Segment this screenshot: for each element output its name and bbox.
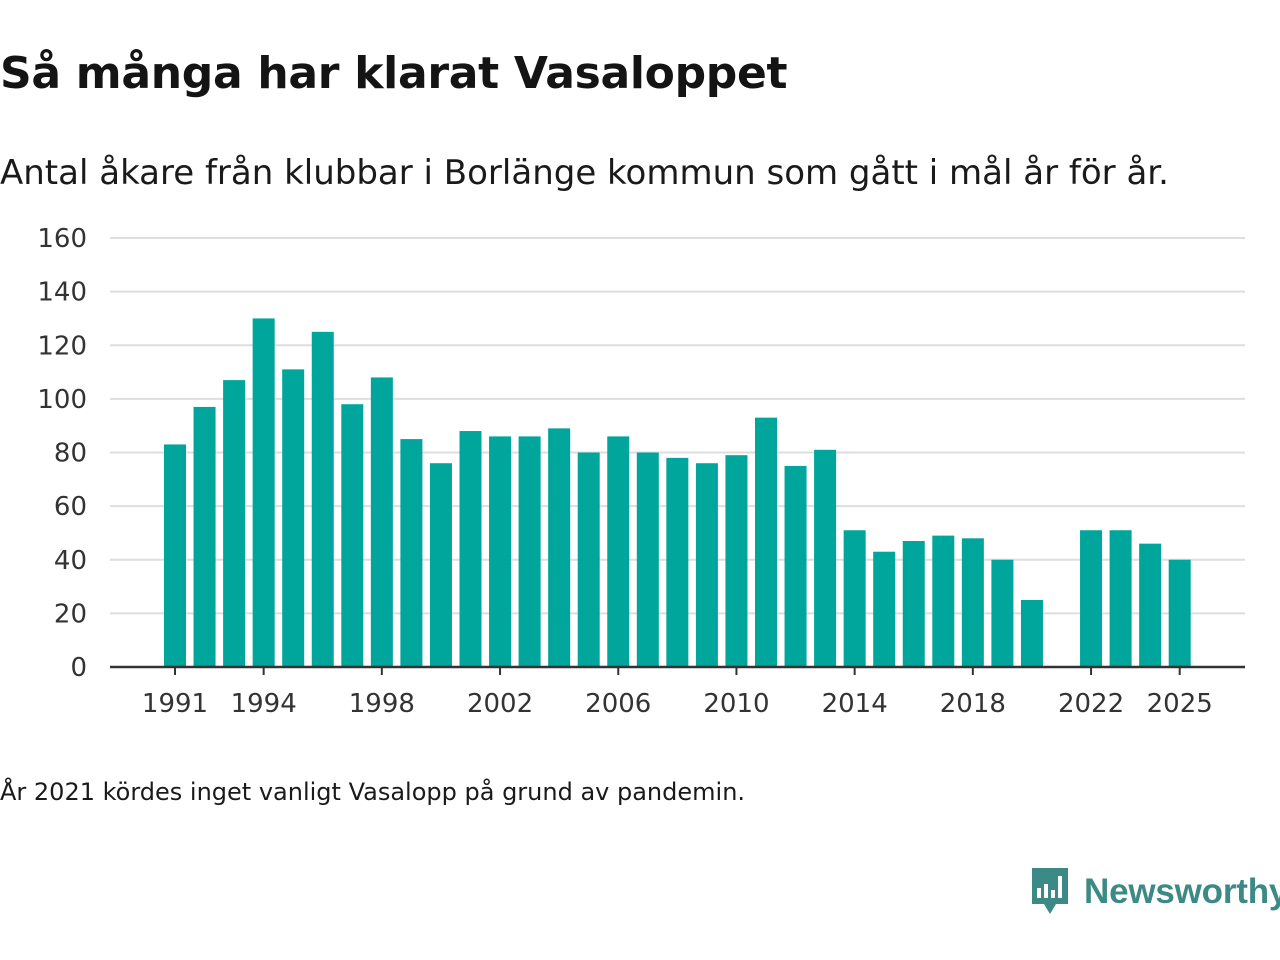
y-tick-label: 160 (37, 224, 87, 254)
bar (518, 436, 541, 667)
bar (252, 318, 275, 667)
x-tick-label: 2010 (703, 689, 769, 719)
newsworthy-logo-icon (1032, 868, 1068, 914)
bar (577, 452, 600, 667)
bar (666, 457, 689, 667)
bar (814, 449, 837, 667)
bar (873, 551, 896, 667)
x-tick-label: 2006 (585, 689, 651, 719)
brand-logo: Newsworthy (1030, 866, 1280, 918)
bar (1020, 599, 1043, 667)
bars (164, 318, 1191, 667)
x-tick-label: 2025 (1147, 689, 1213, 719)
bar (1168, 559, 1191, 667)
bar (193, 406, 216, 667)
bar (459, 431, 482, 667)
footnote: År 2021 kördes inget vanligt Vasalopp på… (0, 778, 746, 806)
bar (164, 444, 186, 667)
bar (370, 377, 393, 667)
bar (607, 436, 630, 667)
y-tick-label: 140 (37, 278, 87, 308)
bar-chart: 0 20 40 60 80 100 120 140 160 1991 1994 1998 2002 200… (37, 224, 1245, 719)
axes: 0 20 40 60 80 100 120 140 160 1991 1994 1998 2002 200… (37, 224, 1245, 719)
y-tick-label: 20 (54, 599, 87, 629)
bar (695, 463, 718, 667)
bar (223, 380, 246, 667)
bar (991, 559, 1014, 667)
bar (1080, 530, 1103, 667)
bar (1139, 543, 1162, 667)
x-tick-label: 2002 (467, 689, 533, 719)
bar (961, 538, 984, 667)
bar (902, 540, 925, 667)
y-tick-label: 100 (37, 385, 87, 415)
y-tick-label: 60 (54, 492, 87, 522)
bar (932, 535, 955, 667)
bar (341, 404, 364, 667)
chart-subtitle: Antal åkare från klubbar i Borlänge komm… (0, 153, 1169, 193)
x-tick-label: 2014 (822, 689, 888, 719)
y-tick-label: 120 (37, 331, 87, 361)
y-tick-label: 80 (54, 439, 87, 469)
x-tick-label: 1998 (349, 689, 415, 719)
x-tick-label: 1991 (142, 689, 208, 719)
bar (282, 369, 305, 667)
y-tick-label: 0 (70, 653, 87, 683)
x-tick-label: 1994 (231, 689, 297, 719)
x-tick-label: 2022 (1058, 689, 1124, 719)
chart-title: Så många har klarat Vasaloppet (0, 48, 788, 99)
bar (636, 452, 659, 667)
bar (429, 463, 452, 667)
bar (725, 455, 748, 667)
bar (489, 436, 512, 667)
brand-name: Newsworthy (1084, 872, 1280, 911)
bar (548, 428, 571, 667)
bar (755, 417, 777, 667)
bar (311, 331, 334, 667)
bar (400, 439, 423, 667)
y-tick-label: 40 (54, 546, 87, 576)
bar (1109, 530, 1132, 667)
bar (843, 530, 866, 667)
x-tick-label: 2018 (940, 689, 1006, 719)
bar (784, 465, 807, 667)
